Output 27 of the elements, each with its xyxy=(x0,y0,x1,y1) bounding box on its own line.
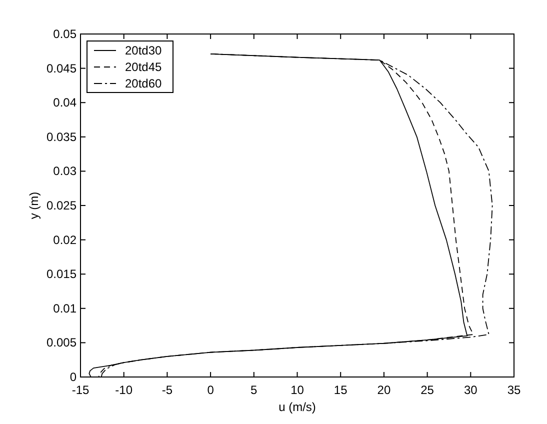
x-tick-label: 25 xyxy=(420,383,434,397)
y-tick-label: 0.01 xyxy=(53,301,77,316)
x-tick-label: 0 xyxy=(207,383,214,397)
y-tick-label: 0.005 xyxy=(46,336,77,350)
x-tick-label: 5 xyxy=(250,383,258,397)
y-tick-label: 0.05 xyxy=(53,27,77,41)
x-tick-label: -15 xyxy=(72,383,90,397)
x-tick-label: 15 xyxy=(334,383,348,397)
x-tick-label: -5 xyxy=(162,383,173,397)
y-tick-label: 0 xyxy=(70,370,77,384)
y-tick-label: 0.035 xyxy=(46,130,77,144)
legend-label: 20td30 xyxy=(125,44,162,58)
legend-label: 20td60 xyxy=(125,76,162,90)
y-tick-label: 0.025 xyxy=(46,198,77,212)
y-tick-label: 0.04 xyxy=(53,96,77,110)
x-tick-label: 35 xyxy=(507,383,521,397)
x-tick-label: 30 xyxy=(464,383,478,397)
y-tick-label: 0.015 xyxy=(46,267,77,282)
y-tick-label: 0.03 xyxy=(53,164,77,178)
x-axis-title: u (m/s) xyxy=(278,400,316,414)
y-axis-title: y (m) xyxy=(27,192,41,220)
x-tick-label: -10 xyxy=(115,383,133,397)
y-tick-label: 0.045 xyxy=(46,61,77,76)
x-tick-label: 20 xyxy=(377,383,391,397)
x-tick-label: 10 xyxy=(290,383,304,397)
y-tick-label: 0.02 xyxy=(53,232,77,247)
legend-label: 20td45 xyxy=(125,60,162,74)
